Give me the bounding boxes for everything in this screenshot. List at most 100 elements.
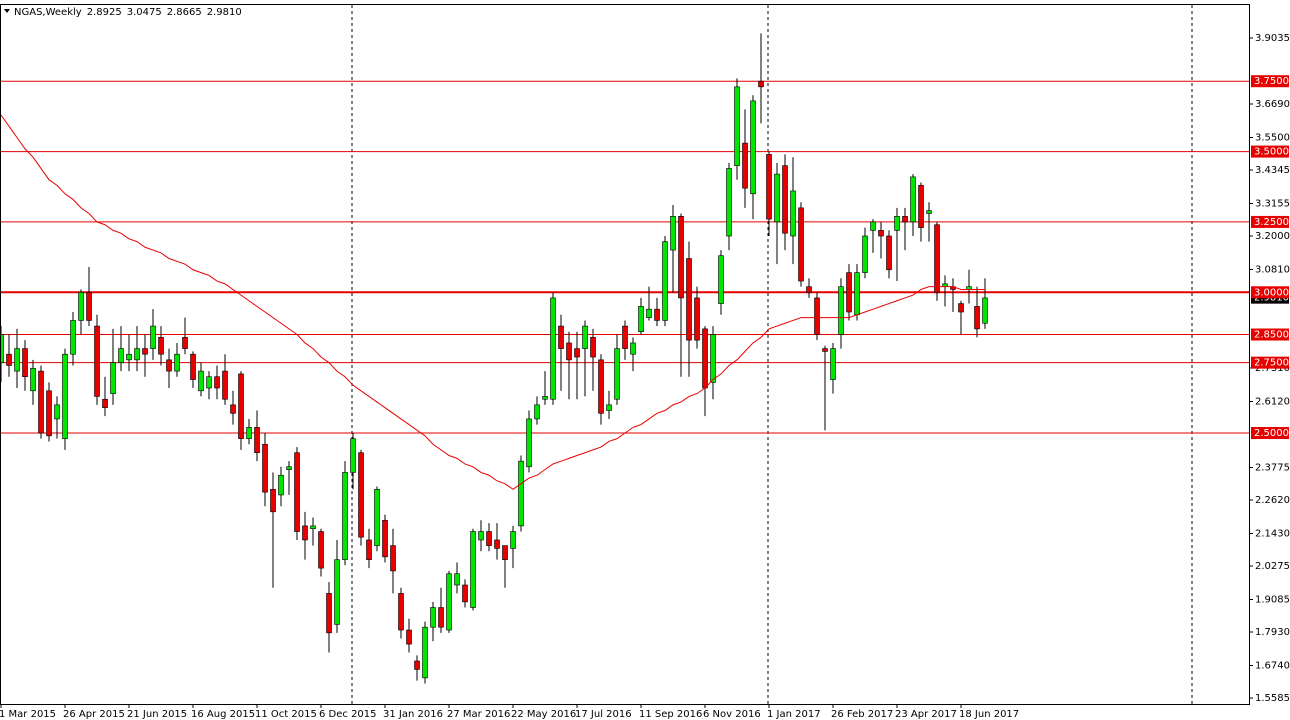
- candle-body: [310, 525, 316, 530]
- candle-body: [638, 306, 644, 332]
- x-tick-label: 6 Dec 2015: [319, 709, 377, 720]
- candle-body: [190, 353, 196, 380]
- y-tick-label: 3.2000: [1255, 231, 1290, 242]
- candle-body: [102, 398, 108, 408]
- candle-body: [278, 474, 284, 496]
- candle-body: [318, 531, 324, 569]
- candle-body: [574, 348, 580, 358]
- candle-body: [566, 342, 572, 361]
- y-tick-label: 1.5585: [1255, 693, 1290, 704]
- y-tick-label: 1.7930: [1255, 627, 1290, 638]
- candle-body: [14, 348, 20, 372]
- level-label: 3.2500: [1254, 217, 1289, 228]
- candle-body: [678, 216, 684, 299]
- candle-body: [350, 438, 356, 473]
- x-tick-label: 6 Nov 2016: [703, 709, 761, 720]
- y-tick-label: 2.6120: [1255, 396, 1290, 407]
- candle-body: [246, 427, 252, 439]
- candle-body: [750, 100, 756, 195]
- candle-body: [862, 235, 868, 273]
- x-tick-label: 16 Aug 2015: [191, 709, 255, 720]
- candle-body: [22, 348, 28, 378]
- level-label-box: [1251, 427, 1289, 440]
- y-tick-label: 2.2620: [1255, 495, 1290, 506]
- level-label-box: [1251, 145, 1289, 158]
- level-label: 3.7500: [1254, 76, 1289, 87]
- candle-body: [662, 241, 668, 321]
- candle-body: [782, 165, 788, 234]
- header-high: 3.0475: [127, 7, 162, 18]
- candle-body: [606, 404, 612, 411]
- candle-body: [894, 216, 900, 231]
- candle-body: [94, 325, 100, 397]
- candle-body: [734, 86, 740, 166]
- candle-body: [78, 291, 84, 321]
- y-tick-label: 3.6690: [1255, 99, 1290, 110]
- candle-body: [774, 173, 780, 223]
- y-tick-label: 3.4345: [1255, 165, 1290, 176]
- candle-body: [830, 348, 836, 380]
- plot-frame: [0, 4, 1250, 705]
- candle-body: [926, 210, 932, 214]
- candle-body: [182, 337, 188, 349]
- candle-body: [846, 272, 852, 313]
- candle-body: [974, 306, 980, 330]
- candle-body: [134, 348, 140, 361]
- candle-body: [30, 367, 36, 392]
- candle-body: [870, 221, 876, 231]
- candle-body: [886, 235, 892, 271]
- candle-body: [710, 334, 716, 383]
- candle-body: [270, 489, 276, 513]
- candle-body: [222, 370, 228, 400]
- candle-body: [494, 539, 500, 549]
- level-label: 2.5000: [1254, 428, 1289, 439]
- candle-body: [702, 328, 708, 389]
- y-tick-label: 3.3155: [1255, 199, 1290, 210]
- level-label: 3.5000: [1254, 147, 1289, 158]
- candle-body: [62, 353, 68, 439]
- candle-body: [54, 404, 60, 420]
- candle-body: [542, 396, 548, 400]
- candle-body: [302, 525, 308, 541]
- level-label: 2.7500: [1254, 358, 1289, 369]
- header-open: 2.8925: [87, 7, 122, 18]
- candle-body: [718, 255, 724, 304]
- candle-body: [518, 460, 524, 527]
- candle-body: [406, 629, 412, 645]
- candle-body: [670, 216, 676, 251]
- candle-body: [934, 224, 940, 293]
- candle-body: [982, 297, 988, 324]
- candle-body: [422, 626, 428, 679]
- header: NGAS,Weekly 2.8925 3.0475 2.8665 2.9810: [14, 7, 242, 18]
- candle-body: [630, 342, 636, 355]
- candle-body: [158, 337, 164, 355]
- x-tick-label: 17 Jul 2016: [575, 709, 632, 720]
- header-low: 2.8665: [167, 7, 202, 18]
- candle-body: [398, 593, 404, 631]
- candle-body: [502, 545, 508, 560]
- candle-body: [390, 545, 396, 572]
- candle-body: [918, 185, 924, 228]
- candle-body: [446, 573, 452, 631]
- candle-body: [590, 337, 596, 358]
- candle-body: [742, 142, 748, 189]
- candle-body: [86, 291, 92, 321]
- candle-body: [766, 154, 772, 220]
- menu-icon[interactable]: [4, 9, 10, 13]
- x-tick-label: 11 Sep 2016: [639, 709, 702, 720]
- level-label-box: [1251, 215, 1289, 228]
- candle-body: [70, 320, 76, 355]
- candle-body: [910, 176, 916, 223]
- x-tick-label: 31 Jan 2016: [383, 709, 443, 720]
- level-label-box: [1251, 328, 1289, 341]
- candle-body: [598, 359, 604, 414]
- candle-body: [430, 607, 436, 628]
- candle-body: [198, 370, 204, 392]
- candle-body: [838, 286, 844, 335]
- candle-body: [470, 531, 476, 608]
- candle-body: [206, 376, 212, 389]
- level-label-box: [1251, 286, 1289, 299]
- candle-body: [118, 348, 124, 363]
